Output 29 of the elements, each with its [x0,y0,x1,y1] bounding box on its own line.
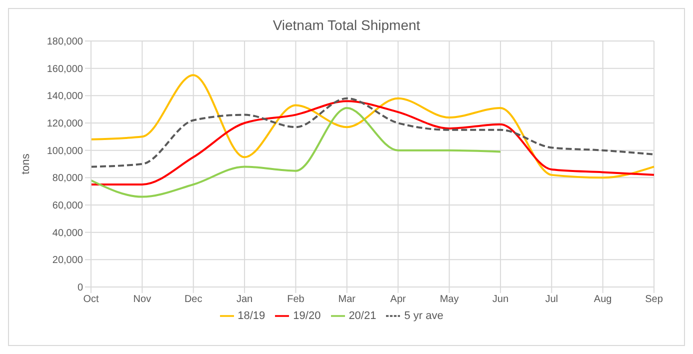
line-series [90,106,502,198]
y-tick-label: 20,000 [52,255,84,266]
x-tick-label: Jan [236,294,253,306]
legend-label: 5 yr ave [404,310,444,322]
x-tick-label: May [440,294,459,306]
x-tick-label: Apr [390,294,407,306]
y-tick-label: 160,000 [46,64,84,75]
x-tick-label: Sep [645,294,664,306]
x-tick-label: Nov [133,294,152,306]
x-tick-label: Oct [83,294,99,306]
x-tick-label: Dec [184,294,202,306]
y-axis-title: tons [20,153,32,174]
x-tick-label: Mar [338,294,356,306]
y-tick-label: 40,000 [52,228,84,239]
y-tick-label: 80,000 [52,173,84,184]
chart-title: Vietnam Total Shipment [272,17,422,33]
y-tick-label: 60,000 [52,200,84,212]
x-tick-label: Jun [492,294,509,306]
x-tick-label: Aug [594,294,612,306]
legend-label: 19/20 [293,310,321,322]
x-tick-label: Jul [545,294,558,306]
y-tick-label: 180,000 [46,36,84,48]
y-tick-label: 100,000 [46,146,84,157]
y-tick-label: 140,000 [46,91,84,102]
y-tick-label: 120,000 [46,118,84,130]
y-tick-label: 0 [77,282,84,294]
x-tick-label: Feb [287,294,305,306]
legend-label: 18/19 [238,310,266,322]
legend-label: 20/21 [348,310,376,322]
